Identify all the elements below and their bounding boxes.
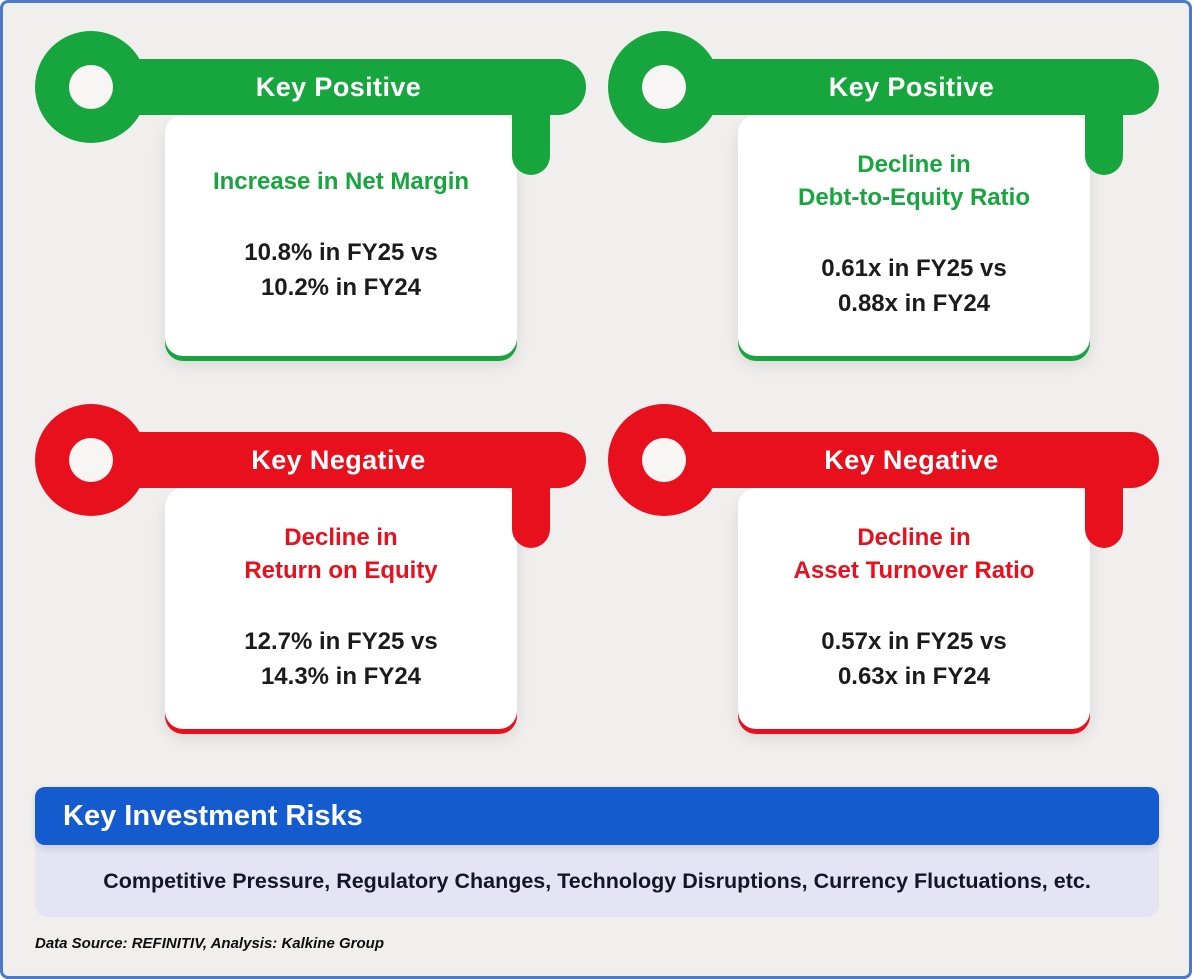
key-ring-icon xyxy=(35,404,147,516)
risks-body-panel: Competitive Pressure, Regulatory Changes… xyxy=(35,835,1159,917)
metric-values: 10.8% in FY25 vs 10.2% in FY24 xyxy=(244,238,438,301)
metric-values: 0.61x in FY25 vs 0.88x in FY24 xyxy=(821,255,1007,317)
metric-card: Decline in Asset Turnover Ratio 0.57x in… xyxy=(738,488,1090,729)
key-metrics-grid: Key Positive Increase in Net Margin 10.8… xyxy=(35,31,1159,729)
key-ring-icon xyxy=(35,31,147,143)
key-icon: Key Negative xyxy=(608,404,1159,548)
metric-title: Decline in Debt-to-Equity Ratio xyxy=(798,151,1030,211)
risks-header-bar: Key Investment Risks xyxy=(35,787,1159,845)
metric-values: 0.57x in FY25 vs 0.63x in FY24 xyxy=(821,628,1007,690)
key-negative-return-on-equity: Key Negative Decline in Return on Equity… xyxy=(35,404,586,729)
metric-card: Increase in Net Margin 10.8% in FY25 vs … xyxy=(165,115,517,356)
key-ring-icon xyxy=(608,404,720,516)
key-bar: Key Negative xyxy=(91,432,586,488)
metric-card: Decline in Return on Equity 12.7% in FY2… xyxy=(165,488,517,729)
key-label: Key Negative xyxy=(824,444,999,475)
key-icon: Key Positive xyxy=(608,31,1159,175)
key-bar: Key Positive xyxy=(91,59,586,115)
metric-title: Decline in Asset Turnover Ratio xyxy=(793,524,1035,584)
key-negative-asset-turnover: Key Negative Decline in Asset Turnover R… xyxy=(608,404,1159,729)
key-label: Key Positive xyxy=(255,71,422,102)
metric-values: 12.7% in FY25 vs 14.3% in FY24 xyxy=(244,628,438,690)
key-label: Key Negative xyxy=(251,444,426,475)
key-positive-net-margin: Key Positive Increase in Net Margin 10.8… xyxy=(35,31,586,356)
key-positive-debt-to-equity: Key Positive Decline in Debt-to-Equity R… xyxy=(608,31,1159,356)
key-icon: Key Positive xyxy=(35,31,586,175)
data-source-note: Data Source: REFINITIV, Analysis: Kalkin… xyxy=(35,935,384,952)
key-investment-risks-section: Key Investment Risks Competitive Pressur… xyxy=(35,787,1159,917)
risks-text: Competitive Pressure, Regulatory Changes… xyxy=(103,868,1091,893)
metric-title: Decline in Return on Equity xyxy=(244,524,438,584)
metric-card: Decline in Debt-to-Equity Ratio 0.61x in… xyxy=(738,115,1090,356)
key-bar: Key Negative xyxy=(664,432,1159,488)
risks-header-title: Key Investment Risks xyxy=(63,799,363,832)
key-icon: Key Negative xyxy=(35,404,586,548)
key-label: Key Positive xyxy=(828,71,995,102)
metric-title: Increase in Net Margin xyxy=(212,167,470,195)
key-bar: Key Positive xyxy=(664,59,1159,115)
key-ring-icon xyxy=(608,31,720,143)
